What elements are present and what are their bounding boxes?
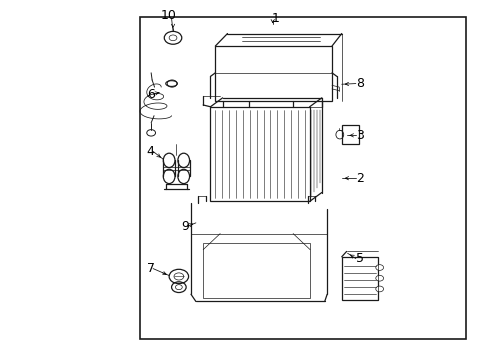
Bar [215,46,331,102]
Circle shape [375,265,383,270]
Circle shape [375,286,383,292]
Text: 5: 5 [356,252,364,265]
Text: 7: 7 [146,262,155,275]
Text: 1: 1 [271,12,279,25]
Bar [341,125,358,144]
Text: 10: 10 [161,9,176,22]
Text: 8: 8 [356,77,364,90]
Bar [140,18,465,339]
Ellipse shape [165,81,177,86]
Bar [203,243,309,298]
Text: 9: 9 [181,220,188,233]
Text: 2: 2 [356,172,364,185]
Text: 4: 4 [146,145,154,158]
Bar [210,107,309,202]
Bar [341,257,377,300]
Circle shape [375,275,383,281]
Text: 6: 6 [146,88,154,101]
Text: 3: 3 [356,129,364,142]
